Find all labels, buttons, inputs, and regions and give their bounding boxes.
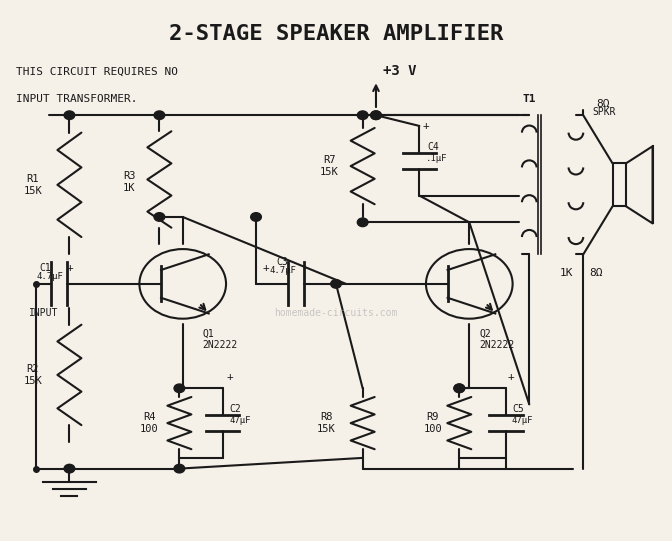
Circle shape	[174, 464, 185, 473]
Text: .1μF: .1μF	[426, 154, 448, 163]
Text: C4: C4	[427, 142, 439, 152]
Text: 2-STAGE SPEAKER AMPLIFIER: 2-STAGE SPEAKER AMPLIFIER	[169, 24, 503, 44]
Circle shape	[174, 384, 185, 393]
Text: SPKR: SPKR	[593, 107, 616, 117]
Circle shape	[371, 111, 381, 120]
Text: R3
1K: R3 1K	[123, 171, 136, 193]
Circle shape	[371, 111, 381, 120]
Text: homemade-circuits.com: homemade-circuits.com	[274, 308, 398, 318]
Text: +: +	[66, 262, 73, 273]
Circle shape	[251, 213, 261, 221]
Circle shape	[64, 111, 75, 120]
Text: 47μF: 47μF	[229, 416, 251, 425]
Text: 8Ω: 8Ω	[596, 99, 610, 109]
Text: C5: C5	[513, 404, 524, 414]
Bar	[613, 163, 626, 206]
Text: R7
15K: R7 15K	[320, 155, 339, 177]
Text: C1: C1	[40, 262, 51, 273]
Text: +: +	[226, 372, 233, 382]
Text: T1: T1	[523, 94, 536, 104]
Text: R2
15K: R2 15K	[24, 364, 42, 386]
Text: THIS CIRCUIT REQUIRES NO: THIS CIRCUIT REQUIRES NO	[16, 67, 178, 77]
Text: Q1
2N2222: Q1 2N2222	[203, 328, 238, 350]
Text: +: +	[263, 262, 269, 273]
Circle shape	[358, 218, 368, 227]
Text: +: +	[423, 121, 429, 130]
Text: +: +	[508, 372, 515, 382]
Circle shape	[64, 464, 75, 473]
Text: C2: C2	[229, 404, 241, 414]
Text: INPUT TRANSFORMER.: INPUT TRANSFORMER.	[16, 94, 138, 104]
Text: R8
15K: R8 15K	[317, 412, 335, 434]
Text: 1K: 1K	[559, 268, 573, 278]
Text: C3: C3	[276, 257, 288, 267]
Text: R4
100: R4 100	[140, 412, 159, 434]
Text: R1
15K: R1 15K	[24, 174, 42, 196]
Text: 47μF: 47μF	[511, 416, 533, 425]
Circle shape	[454, 384, 464, 393]
Text: INPUT: INPUT	[30, 308, 59, 318]
Text: Q2
2N2222: Q2 2N2222	[479, 328, 515, 350]
Circle shape	[331, 280, 341, 288]
Circle shape	[154, 111, 165, 120]
Circle shape	[454, 384, 464, 393]
Text: R9
100: R9 100	[423, 412, 442, 434]
Circle shape	[358, 111, 368, 120]
Text: +3 V: +3 V	[382, 64, 416, 78]
Text: 4.7μF: 4.7μF	[36, 272, 63, 281]
Text: 4.7μF: 4.7μF	[269, 266, 296, 275]
Circle shape	[154, 213, 165, 221]
Text: 8Ω: 8Ω	[589, 268, 603, 278]
